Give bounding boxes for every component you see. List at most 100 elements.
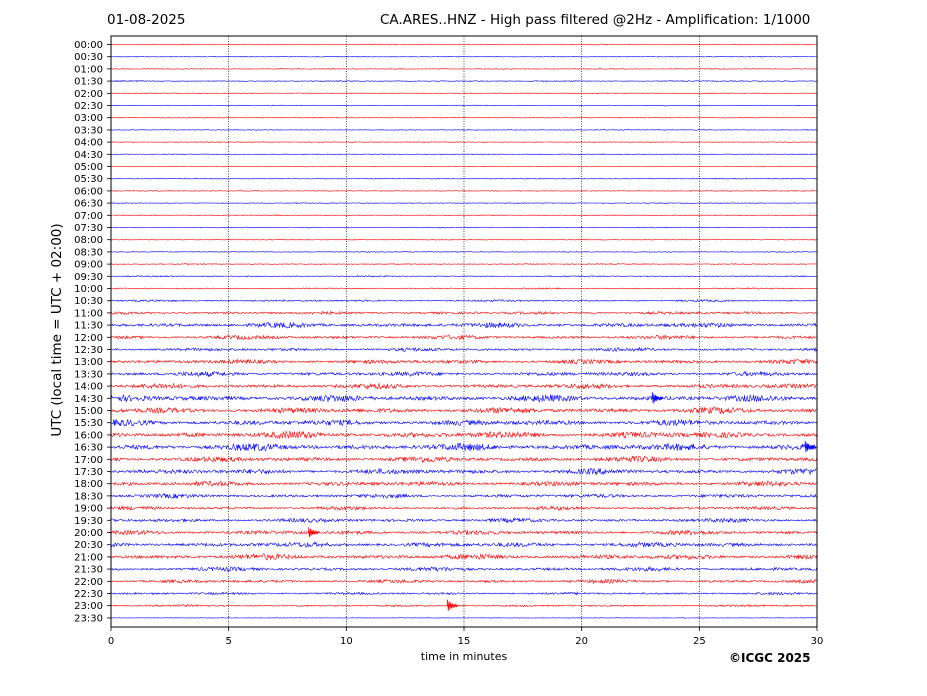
- grid-layer: [228, 36, 700, 627]
- copyright-credit: ©ICGC 2025: [729, 651, 811, 665]
- y-tick-label: 11:00: [74, 308, 103, 319]
- trace-0400: [110, 141, 817, 143]
- trace-1200: [110, 334, 817, 341]
- y-tick-label: 15:00: [74, 406, 103, 417]
- x-axis-label: time in minutes: [420, 650, 508, 663]
- trace-1000: [110, 287, 817, 290]
- y-tick-label: 03:30: [74, 125, 103, 136]
- y-tick-label: 03:00: [74, 113, 103, 124]
- trace-1400: [110, 382, 817, 390]
- trace-2230: [110, 591, 817, 596]
- y-tick-label: 18:00: [74, 479, 103, 490]
- y-tick-label: 09:30: [74, 272, 103, 283]
- trace-0100: [110, 68, 817, 70]
- y-tick-label: 17:00: [74, 455, 103, 466]
- y-tick-label: 08:30: [74, 247, 103, 258]
- trace-2130: [110, 565, 817, 573]
- trace-0200: [110, 92, 817, 95]
- chart-title: CA.ARES..HNZ - High pass filtered @2Hz -…: [380, 12, 811, 28]
- x-tick-layer: 0 5 10 15 20 25 30: [108, 627, 824, 647]
- y-tick-label: 19:30: [74, 516, 103, 527]
- y-tick-label: 13:30: [74, 369, 103, 380]
- trace-0330: [110, 129, 817, 131]
- trace-1830: [110, 492, 817, 500]
- trace-0730: [110, 226, 817, 229]
- y-tick-label: 22:00: [74, 577, 103, 588]
- y-tick-label: 16:00: [74, 430, 103, 441]
- y-tick-label: 13:00: [74, 357, 103, 368]
- y-axis-label: UTC (local time = UTC + 02:00): [49, 223, 65, 437]
- event-spike: [804, 441, 816, 453]
- trace-1100: [110, 310, 817, 316]
- y-tick-label: 11:30: [74, 321, 103, 332]
- x-tick-label: 10: [340, 636, 353, 647]
- trace-1500: [110, 406, 817, 415]
- trace-0500: [110, 165, 817, 168]
- trace-1330: [110, 370, 817, 378]
- trace-1430: [110, 394, 817, 403]
- y-tick-label: 00:30: [74, 52, 103, 63]
- trace-1300: [110, 358, 817, 365]
- y-tick-label: 09:00: [74, 260, 103, 271]
- y-tick-label: 19:00: [74, 504, 103, 515]
- y-tick-label: 05:30: [74, 174, 103, 185]
- y-tick-label: 00:00: [74, 40, 103, 51]
- x-tick-label: 20: [575, 636, 588, 647]
- event-spike: [651, 392, 664, 404]
- trace-1600: [110, 430, 817, 440]
- x-tick-label: 0: [108, 636, 114, 647]
- y-tick-label: 07:30: [74, 223, 103, 234]
- y-tick-label: 21:30: [74, 565, 103, 576]
- y-tick-label: 01:30: [74, 77, 103, 88]
- y-tick-label: 21:00: [74, 552, 103, 563]
- y-tick-label: 06:30: [74, 199, 103, 210]
- y-tick-label: 20:30: [74, 540, 103, 551]
- y-tick-label: 02:00: [74, 89, 103, 100]
- trace-0300: [110, 116, 817, 119]
- y-tick-label: 10:00: [74, 284, 103, 295]
- trace-0530: [110, 177, 817, 180]
- y-tick-label: 23:00: [74, 601, 103, 612]
- trace-2200: [110, 578, 817, 585]
- trace-1900: [110, 505, 817, 512]
- trace-0000: [110, 43, 817, 46]
- y-tick-label: 14:30: [74, 394, 103, 405]
- y-tick-label: 04:00: [74, 138, 103, 149]
- trace-2300: [110, 604, 817, 608]
- y-tick-label: 22:30: [74, 589, 103, 600]
- x-tick-label: 25: [693, 636, 706, 647]
- y-tick-label: 16:30: [74, 443, 103, 454]
- trace-0230: [110, 104, 817, 107]
- trace-1030: [110, 298, 817, 303]
- x-tick-label: 30: [811, 636, 824, 647]
- trace-1530: [110, 418, 817, 427]
- trace-0900: [110, 263, 817, 266]
- trace-0630: [110, 202, 817, 204]
- trace-1130: [110, 321, 817, 329]
- y-tick-label: 07:00: [74, 211, 103, 222]
- y-tick-label: 23:30: [74, 613, 103, 624]
- y-tick-label: 05:00: [74, 162, 103, 173]
- trace-1930: [110, 517, 817, 524]
- trace-2030: [110, 541, 817, 548]
- trace-0700: [110, 214, 817, 217]
- trace-1700: [110, 455, 817, 464]
- trace-2100: [110, 553, 817, 561]
- event-spike: [308, 527, 320, 538]
- trace-1800: [110, 480, 817, 488]
- trace-1730: [110, 467, 817, 476]
- y-tick-label: 02:30: [74, 101, 103, 112]
- y-tick-label: 12:00: [74, 333, 103, 344]
- y-tick-label: 01:00: [74, 64, 103, 75]
- y-tick-label: 08:00: [74, 235, 103, 246]
- x-tick-label: 5: [225, 636, 231, 647]
- y-tick-label: 15:30: [74, 418, 103, 429]
- y-tick-label: 18:30: [74, 491, 103, 502]
- event-spike: [447, 599, 459, 611]
- trace-0830: [110, 251, 817, 253]
- y-tick-label: 17:30: [74, 467, 103, 478]
- trace-1230: [110, 346, 817, 353]
- trace-1630: [110, 442, 817, 452]
